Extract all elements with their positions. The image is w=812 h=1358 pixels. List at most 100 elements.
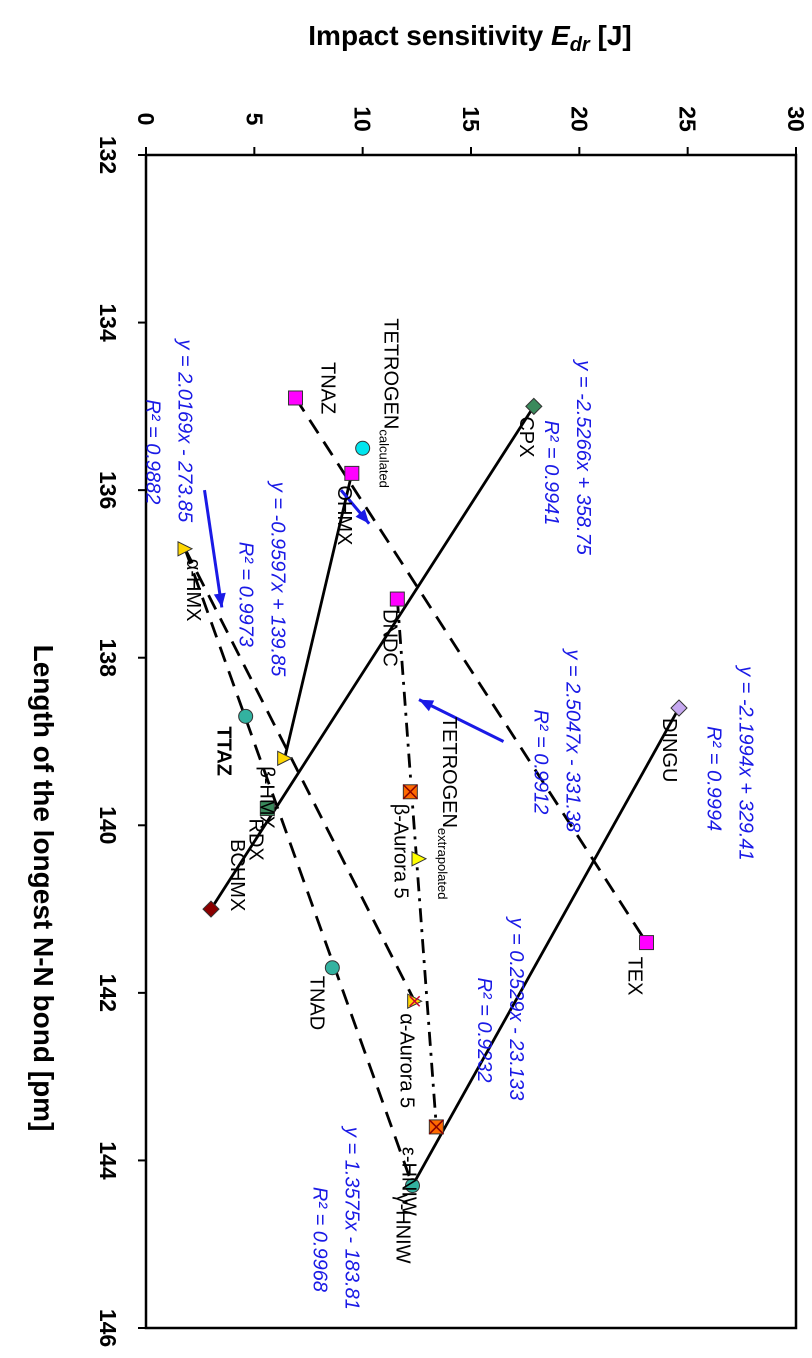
eq-cpx-line1: y = -2.5266x + 358.75 <box>572 358 594 555</box>
label-tnad-text: TNAD <box>305 976 327 1030</box>
label-beta-hmx: β-HMX <box>256 766 278 829</box>
point-dndc <box>389 591 405 607</box>
label-tnad: TNAD <box>305 976 327 1030</box>
label-cpx-text: CPX <box>515 416 537 457</box>
point-labels: CPXTETROGENcalculatedTNAZOHMXα-HMXDNDCTT… <box>182 318 680 1263</box>
y-axis-title-sub: dr <box>570 34 591 56</box>
eq-beta-aurora-line2: R² = 0.9232 <box>473 977 495 1082</box>
eq-ttaz-line1: y = 2.0169x - 273.85 <box>174 337 196 523</box>
label-dingu-text: DINGU <box>658 718 680 782</box>
label-cpx: CPX <box>515 416 537 457</box>
arrow-beta-aurora-eq-head <box>419 699 435 712</box>
x-tick-label: 138 <box>95 639 121 678</box>
fit-line-dndc-epsilon-hniw <box>395 598 438 1128</box>
eq-tnad-line1: y = 1.3575x - 183.81 <box>340 1125 362 1310</box>
label-tetrogen-extra-sub: extrapolated <box>435 828 450 900</box>
point-bchmx <box>202 900 220 918</box>
point-beta-aurora-cross-b <box>402 784 418 800</box>
x-tick-label: 136 <box>95 471 121 509</box>
x-tick-label: 140 <box>95 806 121 844</box>
label-tetrogen-calc-sub: calculated <box>377 429 392 488</box>
data-points <box>177 390 688 1194</box>
x-axis-title: Length of the longest N-N bond [pm] <box>28 645 59 1132</box>
y-tick-label: 10 <box>350 106 376 132</box>
point-alpha-hmx <box>177 540 194 557</box>
x-tick-label: 142 <box>95 974 121 1012</box>
point-ohmx <box>344 465 360 481</box>
x-tick-label: 132 <box>95 136 121 174</box>
point-cpx <box>525 397 543 416</box>
y-axis-title-var: E <box>551 20 571 51</box>
fit-line-tnaz-tex <box>294 397 648 944</box>
x-tick-label: 134 <box>95 303 121 342</box>
point-ttaz <box>238 708 254 724</box>
y-tick-label: 30 <box>783 106 809 132</box>
y-axis-title: Impact sensitivity Edr [J] <box>308 20 631 56</box>
fit-lines <box>183 397 681 1187</box>
y-tick-label: 25 <box>675 106 701 132</box>
label-dingu: DINGU <box>658 718 680 782</box>
label-beta-aurora-text: β-Aurora 5 <box>389 804 411 899</box>
regression-equations: y = -2.5266x + 358.75 R² = 0.9941 y = -0.9… <box>142 337 757 1310</box>
label-bchmx: BCHMX <box>226 839 248 911</box>
arrow-tnaz-eq-head <box>355 509 370 524</box>
label-gamma-hniw-text: γ-HNIW <box>392 1194 414 1264</box>
axis-ticks: 0 5 10 15 20 25 30 132 134 136 138 140 142 144 146 <box>95 106 809 1347</box>
label-rdx-text: RDX <box>244 819 266 861</box>
label-alpha-hmx: α-HMX <box>182 559 204 622</box>
eq-dndc-line2: R² = 0.9912 <box>529 709 551 814</box>
eq-cpx-line2: R² = 0.9941 <box>540 420 562 525</box>
point-tnaz <box>288 390 303 406</box>
label-tex-text: TEX <box>624 957 646 996</box>
y-tick-label: 0 <box>133 113 159 126</box>
x-tick-label: 146 <box>95 1309 121 1347</box>
label-tnaz: TNAZ <box>317 362 339 414</box>
label-tetrogen-extra: TETROGENextrapolated <box>435 717 460 900</box>
annotation-arrows <box>203 489 505 743</box>
label-tetrogen-calc: TETROGENcalculated <box>377 318 402 488</box>
point-epsilon-hniw-cross-b <box>428 1119 444 1135</box>
label-alpha-aurora-text: α-Aurora 5 <box>396 1013 418 1108</box>
label-alpha-aurora: α-Aurora 5 <box>396 1013 418 1108</box>
plot-area-border <box>144 153 798 1330</box>
label-rdx: RDX <box>244 819 266 861</box>
label-epsilon-hniw: ε-HNIW <box>397 1147 419 1216</box>
eq-beta-aurora-line1: y = 0.2529x - 23.133 <box>505 915 527 1100</box>
label-bchmx-text: BCHMX <box>226 839 248 911</box>
label-ohmx: OHMX <box>333 485 355 545</box>
label-beta-hmx-text: β-HMX <box>256 766 278 829</box>
label-ohmx-text: OHMX <box>333 485 355 545</box>
fit-line-cpx-bchmx <box>209 405 536 910</box>
eq-tnad-line2: R² = 0.9968 <box>308 1187 330 1292</box>
fit-line-alpha-hmx-alpha-aurora <box>183 548 416 1002</box>
eq-tnaz-line2: R² = 0.9973 <box>235 542 257 647</box>
point-tetrogen-calc <box>355 440 371 456</box>
arrow-ttaz-eq <box>203 489 224 608</box>
arrow-ttaz-eq-head <box>213 592 226 608</box>
label-tetrogen-extra-text: TETROGEN <box>438 717 460 828</box>
label-gamma-hniw: γ-HNIW <box>392 1194 414 1264</box>
label-epsilon-hniw-text: ε-HNIW <box>397 1147 419 1216</box>
y-axis-title-prefix: Impact sensitivity <box>308 20 551 51</box>
label-dndc-text: DNDC <box>378 609 400 667</box>
point-tex <box>639 935 654 951</box>
label-tetrogen-calc-text: TETROGEN <box>380 318 402 429</box>
label-ttaz-text: TTAZ <box>213 726 235 776</box>
fit-line-dingu-gamma-hniw <box>411 707 681 1187</box>
x-tick-label: 144 <box>95 1141 121 1180</box>
plot-frame <box>144 153 798 1330</box>
point-alpha-aurora-cross-b <box>409 995 421 1007</box>
eq-ttaz-line2: R² = 0.9882 <box>142 399 164 504</box>
arrow-beta-aurora-eq <box>418 698 505 743</box>
fit-line-ohmx-beta-hmx <box>283 473 354 759</box>
label-tex: TEX <box>624 957 646 996</box>
fit-line-alpha-hmx-gamma-hniw <box>183 548 414 1187</box>
y-axis-title-suffix: [J] <box>590 20 632 51</box>
eq-dingu-line1: y = -2.1994x + 329.41 <box>735 664 757 861</box>
y-tick-label: 5 <box>241 113 267 126</box>
label-ttaz: TTAZ <box>213 726 235 776</box>
y-tick-label: 20 <box>566 106 592 132</box>
point-tnad <box>324 960 340 976</box>
point-tetrogen-extra <box>411 850 428 867</box>
